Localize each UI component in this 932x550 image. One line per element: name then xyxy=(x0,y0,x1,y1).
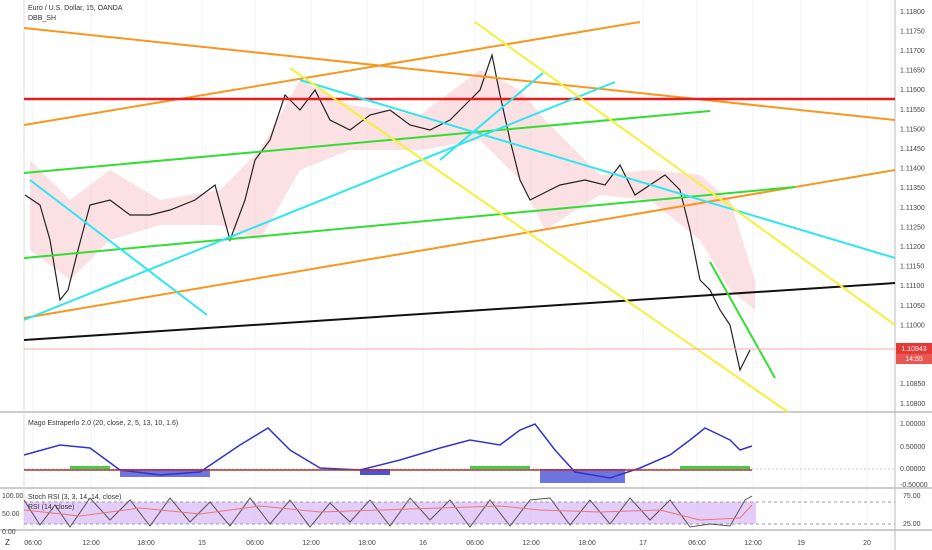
time-label: 15 xyxy=(198,540,206,547)
logo: Z xyxy=(5,538,10,547)
price-label: 1.11500 xyxy=(900,126,925,133)
price-label: 1.11550 xyxy=(900,107,925,114)
trend-lines xyxy=(23,21,896,413)
oscillator-histogram xyxy=(70,466,750,483)
price-label: 1.11750 xyxy=(900,28,925,35)
time-label: 12:00 xyxy=(82,540,100,547)
time-label: 12:00 xyxy=(744,540,762,547)
price-label: 1.10800 xyxy=(900,401,925,408)
price-label: 1.11400 xyxy=(900,166,925,173)
oscillator-label: 1.00000 xyxy=(900,421,925,428)
time-label: 18:00 xyxy=(358,540,376,547)
time-label: 06:00 xyxy=(246,540,264,547)
stoch-right-label: 25.00 xyxy=(903,521,921,528)
price-label: 1.11650 xyxy=(900,68,925,75)
price-label: 1.10850 xyxy=(900,381,925,388)
price-label: 1.11000 xyxy=(900,322,925,329)
price-label: 1.11050 xyxy=(900,303,925,310)
rsi-line xyxy=(23,504,753,521)
time-label: 20 xyxy=(863,540,871,547)
price-label: 1.11800 xyxy=(900,9,925,16)
oscillator-label: 0.50000 xyxy=(900,444,925,451)
time-label: 16 xyxy=(419,540,427,547)
time-label: 18:00 xyxy=(137,540,155,547)
last-price-box xyxy=(896,343,932,354)
price-label: 1.11200 xyxy=(900,244,925,251)
time-label: 06:00 xyxy=(466,540,484,547)
symbol-title: Euro / U.S. Dollar, 15, OANDA xyxy=(28,5,123,12)
price-label: 1.11150 xyxy=(900,264,924,271)
price-label: 1.11350 xyxy=(900,185,925,192)
price-label: 1.11300 xyxy=(900,205,925,212)
price-label: 1.11450 xyxy=(900,146,925,153)
time-label: 18:00 xyxy=(578,540,596,547)
stoch-title: Stoch RSI (3, 3, 14, 14, close) xyxy=(28,494,121,501)
stoch-left-label: 0.00 xyxy=(2,529,16,536)
last-price: 1.10943 xyxy=(901,346,926,353)
price-series xyxy=(24,52,751,372)
time-label: 19 xyxy=(797,540,805,547)
time-label: 06:00 xyxy=(24,540,42,547)
stoch-band xyxy=(24,502,756,524)
oscillator-line xyxy=(23,423,753,479)
time-label: 06:00 xyxy=(688,540,706,547)
price-label: 1.11250 xyxy=(900,224,925,231)
time-label: 12:00 xyxy=(522,540,540,547)
oscillator-title: Mago Estraperlo 2.0 (20, close, 2, 5, 13… xyxy=(28,420,178,427)
stoch-left-label: 100.00 xyxy=(2,493,24,500)
oscillator-label: -0.50000 xyxy=(900,482,928,489)
rsi-title: RSI (14, close) xyxy=(28,504,74,511)
countdown: 14:55 xyxy=(905,356,923,363)
time-label: 17 xyxy=(639,540,647,547)
price-label: 1.11700 xyxy=(900,48,925,55)
oscillator-label: 0.00000 xyxy=(900,466,925,473)
bollinger-band xyxy=(30,70,755,310)
indicator-title: DBB_SH xyxy=(28,15,56,22)
price-label: 1.11100 xyxy=(900,283,924,290)
price-label: 1.11600 xyxy=(900,87,925,94)
stoch-right-label: 75.00 xyxy=(903,493,921,500)
stoch-left-label: 50.00 xyxy=(2,511,20,518)
countdown-box xyxy=(896,354,932,364)
time-label: 12:00 xyxy=(302,540,320,547)
